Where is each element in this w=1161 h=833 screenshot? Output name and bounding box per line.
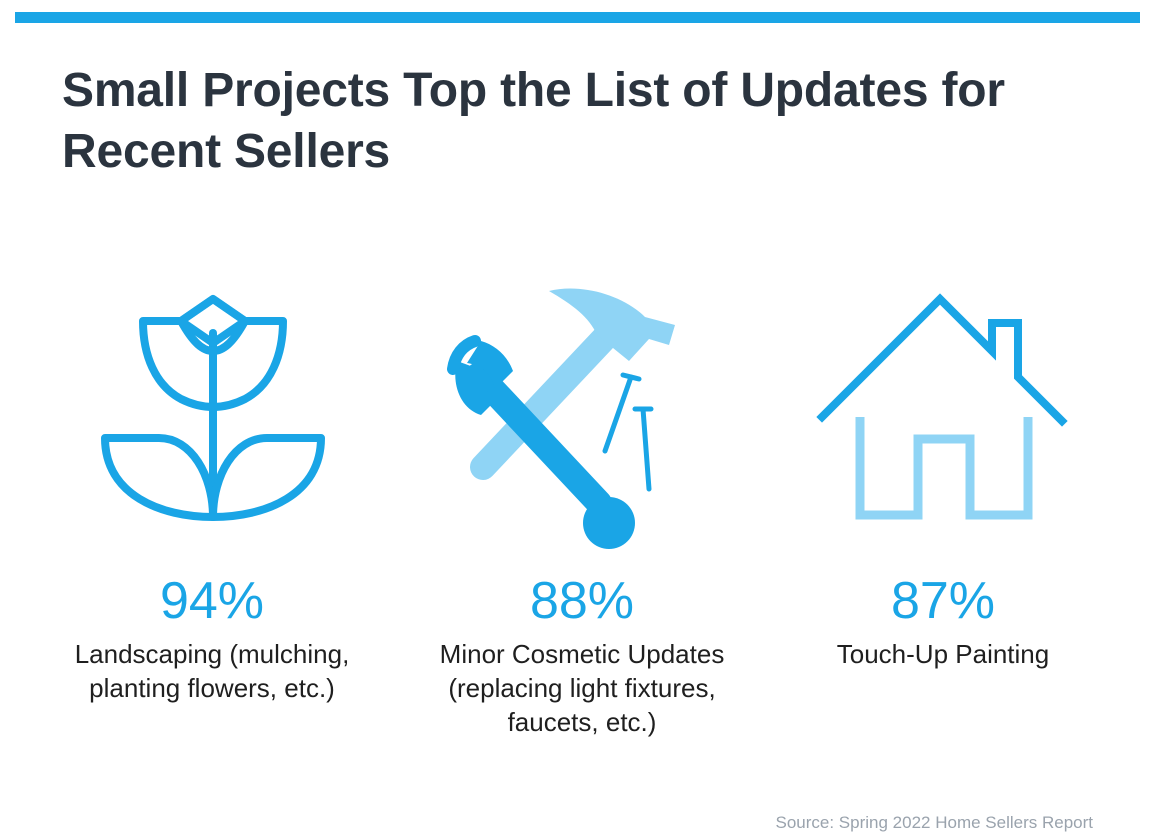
house-icon [778,285,1108,557]
tulip-left-leaf [101,434,217,521]
top-accent-bar [15,12,1140,23]
stat-label: Minor Cosmetic Updates (replacing light … [439,639,725,737]
tulip-bulb [139,295,287,411]
nail-2 [640,406,652,492]
hammer-wrench-icon [417,285,747,557]
stat-label: Landscaping (mulching, planting flowers,… [74,639,350,703]
house-roof [816,293,1068,427]
stat-touch-up-painting: 87% Touch-Up Painting [778,285,1108,671]
hammer-handle [470,316,626,480]
tulip-right-leaf [209,434,325,521]
nail-1 [602,374,634,454]
stat-landscaping: 94% Landscaping (mulching, planting flow… [47,285,377,705]
wrench [447,335,635,549]
stat-percent: 94% [159,572,265,630]
hammer-head [549,288,675,361]
house-walls [855,417,1033,520]
source-note: Source: Spring 2022 Home Sellers Report [775,813,1094,832]
stat-percent: 88% [529,572,635,630]
stat-percent: 87% [890,572,996,630]
tulip-icon [47,285,377,557]
page-title: Small Projects Top the List of Updates f… [62,64,1005,178]
stat-label: Touch-Up Painting [836,639,1050,669]
nail-1-head [620,372,642,382]
stat-minor-cosmetic-updates: 88% Minor Cosmetic Updates (replacing li… [417,285,747,739]
